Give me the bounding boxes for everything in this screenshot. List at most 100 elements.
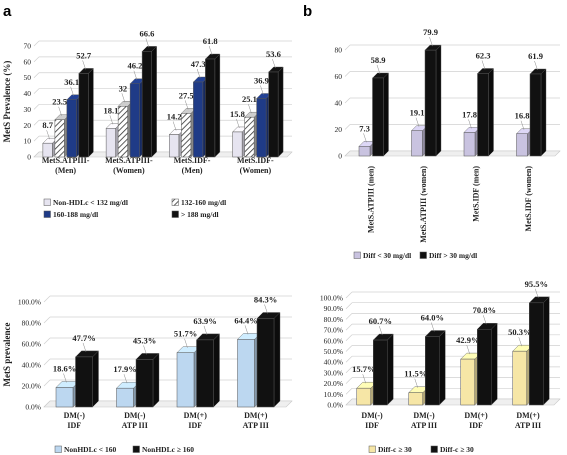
data-label: 52.7 [76, 50, 92, 60]
bar [256, 98, 267, 158]
legend-swatch [368, 445, 376, 453]
bar [42, 142, 53, 158]
data-label: 47.3 [191, 59, 206, 69]
y-tick-label: 40.0% [22, 361, 41, 370]
gridline-side [33, 120, 40, 126]
data-label-leader [468, 119, 472, 129]
gridline-side [43, 295, 51, 303]
data-label-leader [63, 373, 67, 383]
data-label-leader [82, 342, 87, 352]
data-label: 64.4% [234, 315, 257, 325]
bar [75, 356, 93, 408]
data-label-leader [143, 345, 147, 355]
data-label-leader [109, 115, 114, 125]
y-tick-label: 70 [24, 42, 32, 51]
y-tick-label: 80 [335, 46, 343, 55]
y-axis-label: MetS prevalence [2, 322, 12, 386]
data-label-leader [481, 60, 486, 70]
gridline-side [33, 104, 40, 110]
category-label: MetS.ATPIII- [105, 156, 153, 165]
y-tick-label: 0.0% [25, 403, 41, 412]
category-label: DM(-) [361, 411, 383, 420]
data-label-leader [244, 325, 249, 335]
data-label: 62.3 [476, 50, 491, 60]
category-label: ATP III [243, 421, 269, 430]
category-label: DM(-) [413, 411, 435, 420]
y-axis-label: MetS Prevalence (%) [2, 61, 12, 143]
data-label-leader [46, 130, 50, 140]
data-label-leader [535, 288, 539, 298]
gridline-side [344, 71, 351, 77]
data-label: 27.5 [179, 90, 194, 100]
category-label: DM(+) [244, 411, 268, 420]
data-label-leader [208, 45, 213, 56]
data-label: 66.6 [139, 28, 154, 38]
data-label: 61.9 [528, 51, 543, 61]
data-label: 23.5 [52, 97, 67, 107]
legend-label: Non-HDLc < 132 mg/dl [53, 198, 128, 207]
legend-label: NonHDLc ≥ 160 [142, 445, 194, 454]
category-label: DM(+) [516, 411, 540, 420]
legend-swatch [171, 198, 179, 206]
bar [196, 339, 214, 408]
panel-label-a: a [3, 3, 12, 20]
data-label: 63.9% [193, 316, 216, 326]
data-label-leader [431, 322, 435, 332]
data-label: 17.8 [462, 109, 477, 119]
data-label-leader [415, 117, 420, 127]
bar [193, 81, 204, 158]
bar [54, 119, 65, 158]
data-label-leader [272, 58, 276, 69]
legend-label: Diff > 30 mg/dl [429, 251, 477, 260]
gridline-side [33, 88, 40, 94]
gridline-side [345, 388, 353, 395]
y-tick-label: 20.0% [22, 382, 41, 391]
y-tick-label: 60.0% [324, 336, 343, 345]
bar [477, 328, 492, 406]
y-tick-label: 30.0% [324, 368, 343, 377]
data-label-leader [466, 345, 470, 355]
bar [176, 352, 195, 408]
data-label-leader [260, 85, 264, 95]
data-label: 8.7 [42, 120, 53, 130]
bar-side [88, 67, 94, 158]
gridline-side [345, 345, 353, 352]
category-label: IDF [188, 421, 202, 430]
data-label-leader [184, 100, 189, 110]
bar [512, 350, 527, 406]
data-label: 45.3% [133, 335, 156, 345]
category-label: MetS.ATPIII (men) [366, 166, 375, 233]
bar [356, 387, 371, 406]
category-label: MetS.IDF (men) [471, 166, 480, 222]
data-label: 11.5% [404, 369, 427, 379]
bar [205, 58, 216, 158]
y-tick-label: 10.0% [324, 390, 343, 399]
data-label-leader [203, 325, 208, 335]
gridline-side [43, 358, 51, 366]
gridline-side [345, 355, 353, 363]
y-tick-label: 20 [335, 125, 343, 134]
data-label: 36.1 [64, 77, 79, 87]
data-label-leader [70, 86, 74, 96]
gridline-side [345, 323, 353, 331]
y-tick-label: 10 [24, 137, 32, 146]
bar [232, 131, 243, 158]
data-label-leader [196, 68, 201, 79]
legend-swatch [171, 210, 179, 218]
data-label-leader [363, 133, 367, 143]
data-label: 46.2 [127, 61, 142, 71]
bar [529, 73, 542, 157]
data-label-leader [520, 120, 525, 130]
data-label-leader [518, 337, 522, 347]
data-label-leader [362, 374, 366, 384]
y-tick-label: 0.0% [327, 401, 343, 410]
bar-side [383, 72, 389, 157]
data-label: 7.3 [359, 123, 370, 133]
data-label: 84.3% [254, 294, 277, 304]
bar [268, 71, 279, 158]
y-tick-label: 60.0% [22, 340, 41, 349]
bar [237, 339, 255, 408]
data-label: 64.0% [421, 313, 444, 323]
y-tick-label: 100.0% [320, 294, 343, 303]
